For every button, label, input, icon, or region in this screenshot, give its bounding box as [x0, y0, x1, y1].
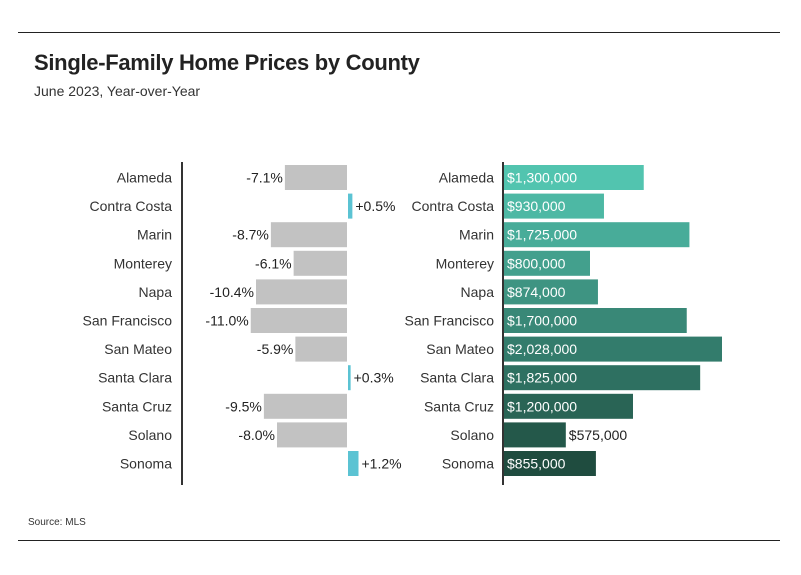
- top-rule: [18, 32, 780, 33]
- change-data-label: -10.4%: [210, 284, 254, 300]
- price-bar: [504, 165, 644, 190]
- change-data-label: -11.0%: [205, 313, 248, 329]
- change-data-label: -7.1%: [246, 170, 283, 186]
- change-data-label: +0.5%: [355, 198, 395, 214]
- price-category-label: Santa Clara: [420, 370, 494, 386]
- change-category-label: San Francisco: [83, 313, 173, 329]
- change-bar: [256, 279, 347, 305]
- price-bar: [504, 451, 596, 476]
- change-bar: [348, 451, 359, 476]
- change-category-label: Santa Cruz: [102, 398, 172, 414]
- change-category-label: Solano: [128, 427, 172, 443]
- change-data-label: -5.9%: [257, 341, 294, 357]
- change-category-label: Contra Costa: [90, 198, 173, 214]
- change-category-label: Marin: [137, 227, 172, 243]
- price-bar: [504, 393, 633, 419]
- change-data-label: +1.2%: [362, 456, 402, 472]
- price-category-label: San Mateo: [426, 341, 494, 357]
- change-category-label: Alameda: [117, 170, 172, 186]
- price-data-label: $800,000: [507, 255, 566, 271]
- change-bar: [270, 222, 347, 248]
- change-data-label: -8.0%: [238, 427, 275, 443]
- change-bar: [277, 422, 347, 448]
- change-bar: [293, 250, 347, 276]
- price-bar: [504, 422, 566, 448]
- chart-subtitle: June 2023, Year-over-Year: [34, 83, 201, 99]
- price-category-label: Monterey: [436, 255, 494, 271]
- change-category-label: Napa: [139, 284, 173, 300]
- change-data-label: +0.3%: [354, 370, 394, 386]
- change-bar: [348, 365, 351, 391]
- price-bar: [504, 250, 590, 276]
- price-bar: [504, 279, 598, 305]
- price-category-label: Solano: [450, 427, 494, 443]
- price-data-label: $1,300,000: [507, 170, 577, 186]
- price-data-label: $1,825,000: [507, 370, 577, 386]
- change-bar: [263, 393, 347, 419]
- change-data-label: -9.5%: [225, 398, 262, 414]
- price-bar: [504, 222, 690, 248]
- price-category-label: Marin: [459, 227, 494, 243]
- price-data-label: $2,028,000: [507, 341, 577, 357]
- price-data-label: $930,000: [507, 198, 566, 214]
- change-category-label: Monterey: [114, 255, 172, 271]
- bottom-rule: [18, 540, 780, 541]
- price-data-label: $1,725,000: [507, 227, 577, 243]
- price-category-label: San Francisco: [405, 313, 495, 329]
- price-data-label: $855,000: [507, 456, 566, 472]
- change-category-label: Sonoma: [120, 456, 172, 472]
- price-category-label: Contra Costa: [412, 198, 495, 214]
- change-bar: [284, 165, 347, 190]
- price-category-label: Santa Cruz: [424, 398, 494, 414]
- price-bar: [504, 308, 687, 333]
- change-bar: [295, 336, 347, 362]
- change-bar: [250, 308, 347, 333]
- price-bar: [504, 336, 722, 362]
- price-category-label: Sonoma: [442, 456, 494, 472]
- chart-title: Single-Family Home Prices by County: [34, 50, 420, 75]
- change-data-label: -8.7%: [232, 227, 269, 243]
- change-category-label: San Mateo: [104, 341, 172, 357]
- price-bar: [504, 365, 701, 391]
- price-data-label: $874,000: [507, 284, 566, 300]
- change-bar: [348, 193, 353, 219]
- price-data-label: $575,000: [569, 427, 628, 443]
- change-data-label: -6.1%: [255, 255, 292, 271]
- price-bar: [504, 193, 604, 219]
- source-note: Source: MLS: [28, 517, 86, 528]
- price-data-label: $1,200,000: [507, 398, 577, 414]
- price-category-label: Alameda: [439, 170, 494, 186]
- change-category-label: Santa Clara: [98, 370, 172, 386]
- price-data-label: $1,700,000: [507, 313, 577, 329]
- price-category-label: Napa: [461, 284, 495, 300]
